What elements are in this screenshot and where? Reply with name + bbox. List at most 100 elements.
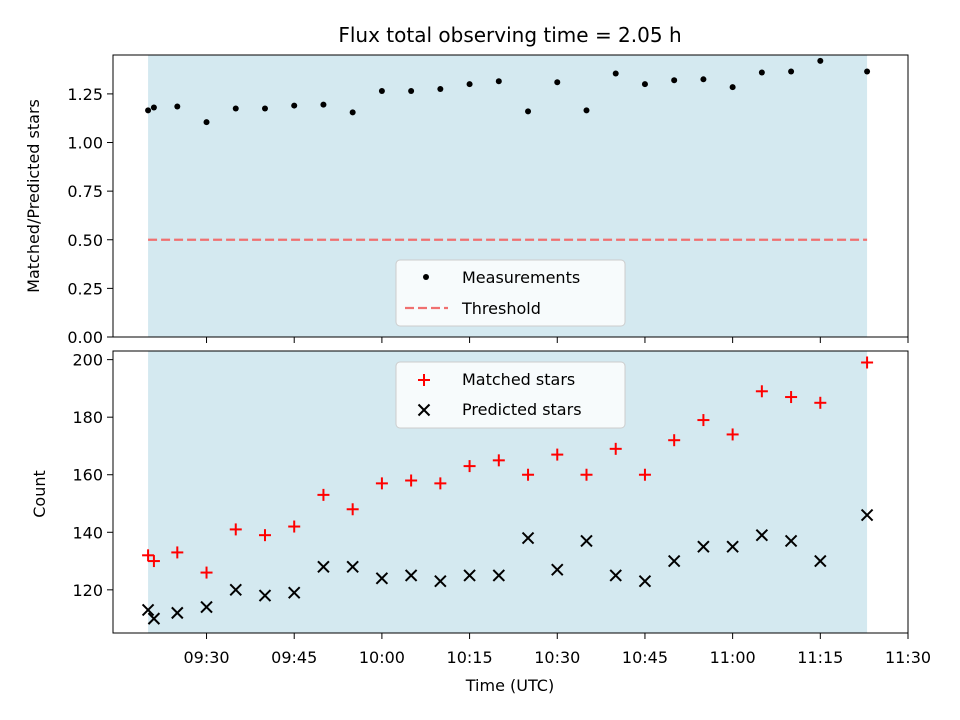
predicted-star-point	[755, 528, 769, 542]
predicted-star-point	[492, 569, 506, 582]
cross-stroke	[609, 569, 622, 582]
measurement-point	[612, 70, 619, 77]
cross-stroke	[784, 534, 798, 548]
cross-stroke	[463, 569, 476, 582]
matched-star-point	[463, 460, 476, 473]
predicted-star-point	[521, 531, 535, 545]
cross-stroke	[814, 554, 827, 568]
predicted-star-point	[258, 589, 272, 602]
top-y-tick-label: 1.25	[67, 85, 103, 104]
x-tick-label: 10:45	[622, 648, 668, 667]
predicted-star-point	[346, 560, 359, 574]
measurement-point	[700, 76, 707, 83]
matched-star-point	[551, 448, 564, 461]
top-y-tick-label: 1.00	[67, 134, 103, 153]
predicted-star-point	[317, 560, 330, 574]
legend-predicted-label: Predicted stars	[462, 400, 582, 419]
matched-star-point	[375, 477, 388, 490]
cross-stroke	[638, 574, 652, 588]
top-y-tick-label: 0.00	[67, 328, 103, 347]
measurement-point	[641, 81, 648, 88]
matched-star-point	[288, 520, 301, 533]
bottom-y-tick-label: 180	[72, 408, 103, 427]
bottom-legend: Matched stars Predicted stars	[395, 361, 626, 429]
matched-star-point	[492, 454, 505, 467]
matched-star-point	[200, 566, 213, 579]
x-axis-label: Time (UTC)	[465, 676, 554, 695]
cross-stroke	[726, 540, 739, 553]
measurement-point	[150, 104, 157, 111]
matched-star-point	[755, 385, 768, 398]
top-y-axis-label: Matched/Predicted stars	[24, 99, 43, 293]
cross-stroke	[755, 528, 769, 542]
legend-measurement-marker	[423, 274, 429, 280]
matched-star-point	[609, 442, 622, 455]
legend-matched-label: Matched stars	[462, 370, 575, 389]
predicted-star-point	[860, 508, 874, 522]
predicted-star-point	[463, 569, 476, 582]
predicted-star-point	[141, 603, 155, 617]
predicted-star-point	[638, 574, 652, 588]
bottom-y-tick-label: 140	[72, 523, 103, 542]
predicted-star-point	[434, 574, 447, 588]
cross-stroke	[417, 403, 431, 417]
matched-star-point	[171, 546, 184, 559]
matched-star-point	[580, 468, 593, 481]
x-tick-label: 10:15	[447, 648, 493, 667]
predicted-star-point	[784, 534, 798, 548]
matched-star-point	[258, 529, 271, 542]
measurement-point	[671, 77, 678, 84]
measurement-point	[525, 108, 532, 115]
matched-star-point	[147, 555, 160, 568]
cross-stroke	[697, 540, 710, 553]
legend-predicted-marker	[417, 403, 431, 417]
measurement-point	[174, 103, 181, 110]
x-tick-label: 09:45	[271, 648, 317, 667]
measurement-point	[495, 78, 502, 85]
top-legend-box	[395, 259, 626, 327]
matched-star-point	[668, 434, 681, 447]
matched-star-point	[726, 428, 739, 441]
measurement-point	[817, 57, 824, 64]
cross-stroke	[229, 583, 242, 597]
cross-stroke	[147, 612, 161, 625]
predicted-star-point	[200, 600, 213, 614]
measurement-point	[349, 109, 356, 116]
top-y-tick-label: 0.50	[67, 231, 103, 250]
x-tick-label: 10:00	[359, 648, 405, 667]
legend-threshold-label: Threshold	[461, 299, 541, 318]
measurement-point	[583, 107, 590, 114]
bottom-y-tick-label: 160	[72, 466, 103, 485]
measurement-point	[758, 69, 765, 76]
matched-star-point	[229, 523, 242, 536]
matched-star-point	[785, 391, 798, 404]
cross-stroke	[521, 531, 535, 545]
x-tick-label: 11:30	[885, 648, 931, 667]
bottom-y-tick-label: 200	[72, 351, 103, 370]
measurement-point	[291, 102, 298, 109]
x-axis: 09:30 09:45 10:00 10:15 10:30 10:45 11:00 11:15…	[183, 633, 931, 667]
measurement-point	[378, 87, 385, 94]
matched-star-point	[814, 396, 827, 409]
measurement-point	[554, 79, 561, 86]
measurement-point	[203, 119, 210, 126]
measurement-point	[408, 87, 415, 94]
bottom-plot-frame	[112, 350, 909, 634]
matched-star-point	[697, 414, 710, 427]
measurement-point	[261, 105, 268, 112]
predicted-star-point	[147, 612, 161, 625]
predicted-star-point	[609, 569, 622, 582]
measurement-point	[232, 105, 239, 112]
cross-stroke	[404, 569, 418, 582]
cross-stroke	[200, 600, 213, 614]
bottom-legend-box	[395, 361, 626, 429]
predicted-star-point	[404, 569, 418, 582]
predicted-star-point	[551, 563, 564, 576]
top-y-tick-label: 0.75	[67, 182, 103, 201]
cross-stroke	[434, 574, 447, 588]
measurement-point	[466, 81, 473, 88]
top-legend: Measurements Threshold	[395, 259, 626, 327]
x-tick-label: 09:30	[183, 648, 229, 667]
cross-stroke	[375, 572, 389, 585]
cross-stroke	[492, 569, 506, 582]
